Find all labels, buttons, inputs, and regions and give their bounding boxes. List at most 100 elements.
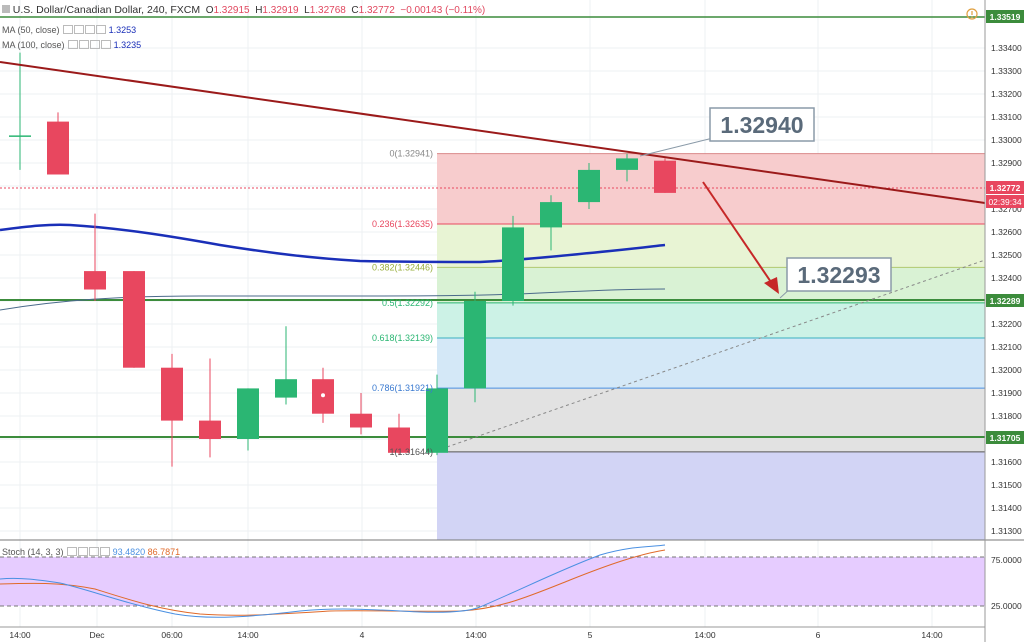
- price-tick-label: 1.32500: [991, 250, 1022, 260]
- marker-dot: [321, 393, 325, 398]
- ma50-line[interactable]: [0, 223, 666, 264]
- candle[interactable]: [9, 52, 31, 170]
- candle[interactable]: [540, 195, 562, 251]
- stoch-legend-label: Stoch (14, 3, 3): [2, 547, 64, 557]
- candle[interactable]: [350, 393, 372, 435]
- callout-upper: 1.32940: [639, 107, 815, 157]
- price-tick-label: 1.32400: [991, 273, 1022, 283]
- candle[interactable]: [47, 112, 69, 175]
- open-value: 1.32915: [213, 5, 250, 16]
- candle[interactable]: [388, 413, 410, 456]
- candle[interactable]: [616, 153, 638, 182]
- stoch-k-line: [0, 544, 666, 618]
- price-tick-label: 1.32100: [991, 342, 1022, 352]
- price-tick-label: 1.31800: [991, 411, 1022, 421]
- eye-icon[interactable]: [63, 25, 74, 34]
- time-axis[interactable]: 14:00 Dec 06:00 14:00 4 14:00 5 14:00 6 14:00: [0, 626, 985, 640]
- stoch-legend[interactable]: Stoch (14, 3, 3) 93.4820 86.7871: [2, 547, 180, 557]
- settings-icon[interactable]: [74, 25, 85, 34]
- time-tick-label: 14:00: [9, 630, 31, 640]
- rising-trendline[interactable]: [446, 259, 986, 448]
- eye-icon[interactable]: [68, 40, 79, 49]
- price-tick-label: 1.31300: [991, 526, 1022, 536]
- candle[interactable]: [84, 213, 106, 301]
- fib-zone: [437, 302, 985, 339]
- price-tick-label: 1.31400: [991, 503, 1022, 513]
- stoch-k-value: 93.4820: [112, 547, 146, 557]
- time-tick-label: 5: [588, 630, 593, 640]
- high-label: H: [255, 5, 263, 16]
- settings-icon[interactable]: [79, 40, 90, 49]
- callout-upper-label: 1.32940: [720, 112, 803, 138]
- stoch-tick-75: 75.0000: [991, 555, 1022, 565]
- candle[interactable]: [275, 326, 297, 405]
- candle[interactable]: [426, 374, 448, 456]
- fib-level-label: 1(1.31644): [389, 447, 433, 457]
- add-icon[interactable]: [90, 40, 101, 49]
- open-label: O: [205, 5, 214, 16]
- price-tick-label: 1.31500: [991, 480, 1022, 490]
- eye-icon[interactable]: [67, 547, 78, 556]
- candle[interactable]: [578, 163, 600, 209]
- ma50-legend[interactable]: MA (50, close) 1.3253: [2, 25, 136, 35]
- stoch-d-line: [0, 549, 666, 616]
- candle[interactable]: [123, 271, 145, 368]
- add-icon[interactable]: [85, 25, 96, 34]
- symbol-title[interactable]: U.S. Dollar/Canadian Dollar, 240, FXCM: [12, 4, 201, 16]
- price-tick-label: 1.32200: [991, 319, 1022, 329]
- close-icon[interactable]: [100, 547, 111, 556]
- price-tag-lower-support-label: 1.31705: [990, 433, 1021, 443]
- candle[interactable]: [161, 353, 183, 467]
- price-axis[interactable]: 1.33400 1.33300 1.33200 1.33100 1.33000 1.329…: [984, 0, 1024, 642]
- fib-level-label: 0.618(1.32139): [372, 333, 433, 343]
- price-tick-label: 1.33000: [991, 135, 1022, 145]
- candle[interactable]: [502, 215, 524, 306]
- price-tick-label: 1.32700: [991, 204, 1022, 214]
- close-label: C: [351, 5, 359, 16]
- price-tag-support-label: 1.32289: [990, 296, 1021, 306]
- time-tick-label: 6: [816, 630, 821, 640]
- candle[interactable]: [237, 388, 259, 451]
- fib-level-label: 0(1.32941): [389, 149, 433, 159]
- add-icon[interactable]: [89, 547, 100, 556]
- fib-zone: [437, 338, 985, 389]
- ma100-line[interactable]: [0, 288, 666, 311]
- fib-zone: [437, 267, 985, 303]
- descending-trendline[interactable]: [0, 61, 986, 204]
- fibonacci-retracement[interactable]: [437, 153, 985, 540]
- symbol-logo-icon: [2, 5, 10, 13]
- fib-level-label: 0.5(1.32292): [382, 298, 433, 308]
- fib-zone-extension: [437, 451, 985, 540]
- fib-level-label: 0.382(1.32446): [372, 262, 433, 272]
- fib-level-label: 0.236(1.32635): [372, 219, 433, 229]
- price-tag-current-label: 1.32772: [990, 183, 1021, 193]
- price-tick-label: 1.33200: [991, 89, 1022, 99]
- price-tick-label: 1.33300: [991, 66, 1022, 76]
- candle[interactable]: [654, 158, 676, 193]
- ma50-legend-value: 1.3253: [108, 25, 137, 35]
- close-icon[interactable]: [96, 25, 107, 34]
- low-value: 1.32768: [309, 5, 346, 16]
- price-tick-label: 1.32600: [991, 227, 1022, 237]
- settings-icon[interactable]: [78, 547, 89, 556]
- price-tick-label: 1.33400: [991, 43, 1022, 53]
- stoch-tick-25: 25.0000: [991, 601, 1022, 611]
- candle[interactable]: [199, 358, 221, 458]
- price-tick-label: 1.32900: [991, 158, 1022, 168]
- price-tag-support: [986, 294, 1024, 307]
- close-icon[interactable]: [101, 40, 112, 49]
- ma100-legend-value: 1.3235: [113, 40, 142, 50]
- candle[interactable]: [464, 291, 486, 403]
- ma100-legend[interactable]: MA (100, close) 1.3235: [2, 40, 141, 50]
- stoch-pane[interactable]: [0, 544, 985, 618]
- countdown-label: 02:39:34: [988, 197, 1021, 207]
- price-tag-current: [986, 181, 1024, 194]
- time-tick-label: 14:00: [465, 630, 487, 640]
- fib-zone: [437, 223, 985, 268]
- time-tick-label: Dec: [89, 630, 105, 640]
- stoch-band: [0, 557, 985, 606]
- alert-clock-icon[interactable]: [966, 8, 978, 20]
- candlesticks[interactable]: [9, 52, 676, 467]
- fib-zone: [437, 153, 985, 224]
